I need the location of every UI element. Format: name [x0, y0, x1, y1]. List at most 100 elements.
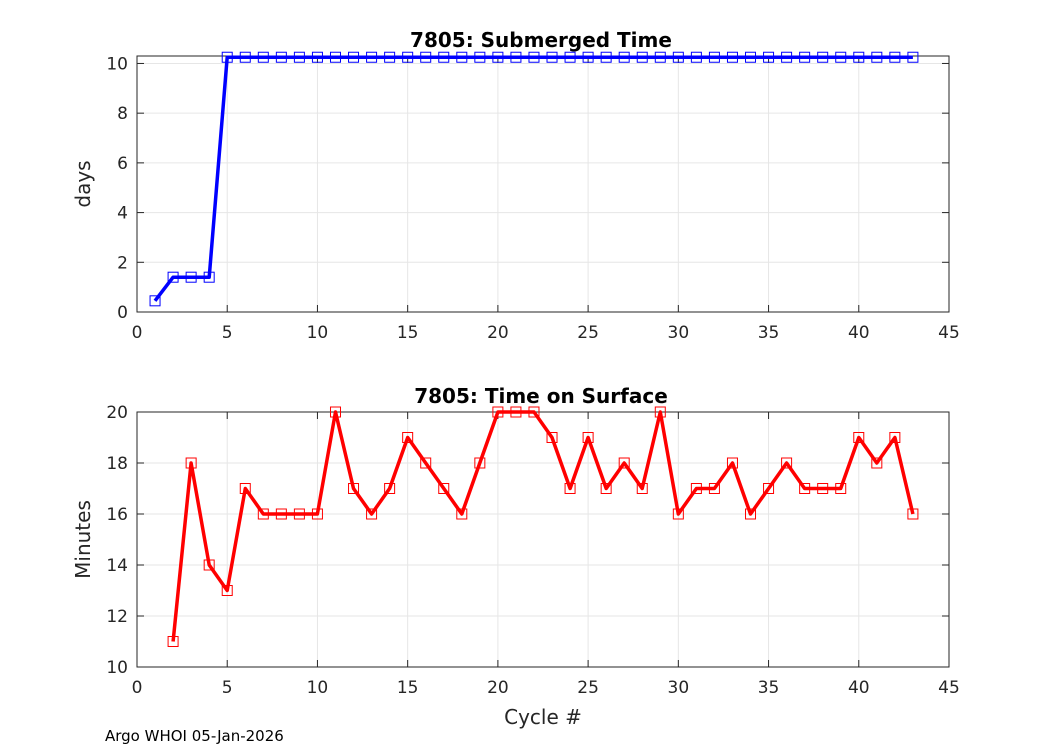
submerged-data-point [492, 51, 504, 63]
submerged-data-point [420, 51, 432, 63]
submerged-data-point [438, 51, 450, 63]
surface-data-point [654, 406, 666, 418]
surface-data-point [239, 483, 251, 494]
submerged-xtick-label: 20 [487, 323, 509, 343]
submerged-data-point [618, 51, 630, 63]
surface-data-point [907, 508, 919, 520]
surface-data-point [817, 483, 829, 494]
surface-chart-title: 7805: Time on Surface [414, 384, 668, 408]
submerged-data-point [257, 51, 269, 63]
submerged-data-point [582, 51, 594, 63]
footer-credit: Argo WHOI 05-Jan-2026 [105, 727, 284, 745]
submerged-data-point [672, 51, 684, 63]
submerged-data-point [654, 51, 666, 63]
surface-data-point [456, 508, 468, 520]
surface-data-point [853, 432, 865, 443]
submerged-data-point [275, 51, 287, 63]
surface-xtick-label: 10 [307, 678, 329, 698]
submerged-data-point [853, 51, 865, 63]
submerged-ytick-label: 4 [117, 204, 128, 224]
surface-data-point [275, 508, 287, 520]
submerged-data-point [311, 51, 323, 63]
submerged-data-point [348, 51, 360, 63]
surface-data-point [167, 636, 179, 647]
surface-data-point [185, 457, 197, 469]
surface-data-point [763, 483, 775, 494]
submerged-data-point [510, 51, 522, 63]
submerged-plot-area [137, 56, 949, 312]
surface-data-point [438, 483, 450, 494]
surface-ytick-label: 16 [106, 505, 128, 525]
surface-data-point [474, 457, 486, 469]
surface-data-point [745, 508, 757, 520]
surface-xtick-label: 35 [758, 678, 780, 698]
surface-data-point [726, 457, 738, 469]
surface-data-point [311, 508, 323, 520]
submerged-data-point [889, 51, 901, 63]
submerged-data-point [546, 51, 558, 63]
submerged-data-point [781, 51, 793, 63]
surface-data-point [329, 406, 341, 418]
submerged-data-point [203, 271, 215, 283]
surface-ytick-label: 18 [106, 454, 128, 474]
surface-data-point [690, 483, 702, 494]
submerged-data-point [564, 51, 576, 63]
submerged-ytick-label: 0 [117, 303, 128, 323]
surface-xtick-label: 40 [848, 678, 870, 698]
surface-data-point [708, 483, 720, 494]
surface-axes-box [136, 411, 950, 668]
surface-data-point [636, 483, 648, 494]
submerged-xtick-label: 0 [132, 323, 143, 343]
surface-ytick-label: 14 [106, 556, 128, 576]
submerged-data-point [799, 51, 811, 63]
submerged-data-point [402, 51, 414, 63]
surface-data-point [564, 483, 576, 494]
submerged-data-point [474, 51, 486, 63]
submerged-data-point [763, 51, 775, 63]
submerged-data-point [817, 51, 829, 63]
surface-data-point [672, 508, 684, 520]
submerged-ytick-label: 8 [117, 104, 128, 124]
submerged-data-point [636, 51, 648, 63]
surface-data-point [781, 457, 793, 469]
surface-data-point [203, 559, 215, 571]
surface-ytick-label: 10 [106, 658, 128, 678]
submerged-data-point [708, 51, 720, 63]
time-on-surface-chart: 0 5 10 15 20 25 30 35 40 45 10 12 14 16 18 20 7805: Time… [71, 384, 960, 729]
surface-xtick-label: 5 [222, 678, 233, 698]
surface-xtick-label: 30 [668, 678, 690, 698]
surface-xtick-label: 45 [938, 678, 960, 698]
submerged-data-point [528, 51, 540, 63]
submerged-data-point [907, 51, 919, 63]
submerged-data-point [745, 51, 757, 63]
surface-data-point [384, 483, 396, 494]
surface-data-point [348, 483, 360, 494]
submerged-xtick-label: 25 [577, 323, 599, 343]
surface-data-point [618, 457, 630, 469]
submerged-ytick-label: 10 [106, 54, 128, 74]
submerged-ytick-label: 6 [117, 154, 128, 174]
surface-data-point [221, 585, 233, 596]
submerged-data-point [366, 51, 378, 63]
submerged-data-point [726, 51, 738, 63]
surface-data-point [257, 508, 269, 520]
submerged-data-point [600, 51, 612, 63]
surface-xtick-label: 20 [487, 678, 509, 698]
surface-data-point [420, 457, 432, 469]
surface-data-point [835, 483, 847, 494]
submerged-ytick-label: 2 [117, 253, 128, 273]
submerged-data-point [871, 51, 883, 63]
surface-data-point [871, 457, 883, 469]
surface-data-point [402, 432, 414, 443]
surface-data-point [546, 432, 558, 443]
submerged-data-point [835, 51, 847, 63]
submerged-data-point [239, 51, 251, 63]
surface-data-point [510, 406, 522, 418]
surface-x-axis-label: Cycle # [504, 705, 582, 729]
surface-plot-area [137, 412, 949, 667]
surface-data-point [366, 508, 378, 520]
surface-data-point [889, 432, 901, 443]
surface-data-point [582, 432, 594, 443]
submerged-xtick-label: 15 [397, 323, 419, 343]
